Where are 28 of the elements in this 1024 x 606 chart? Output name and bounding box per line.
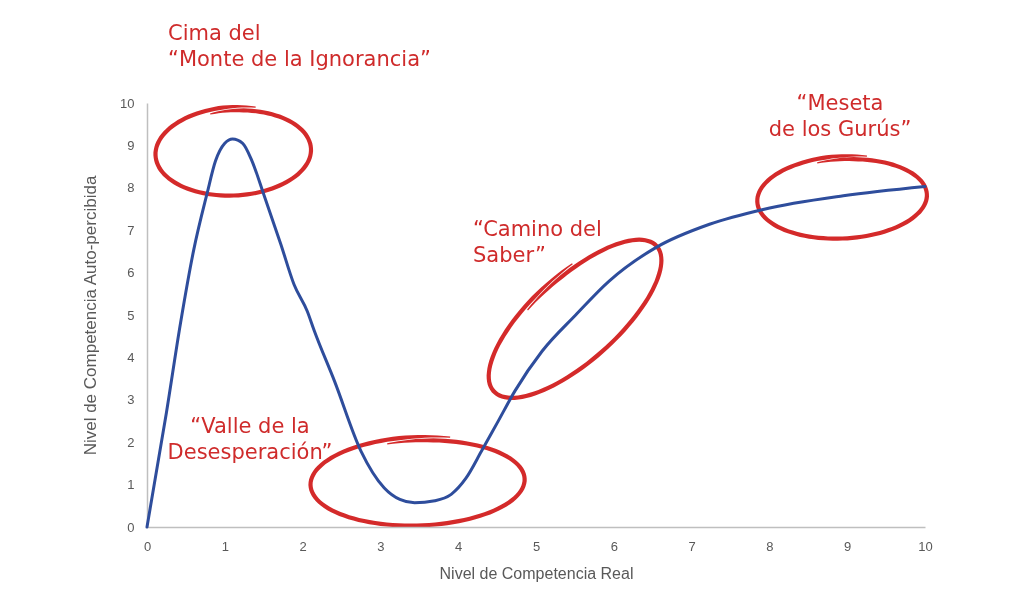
y-tick-label: 8 [127,180,135,196]
annotation: “Valle de la Desesperación” [167,414,333,464]
x-tick-label: 3 [377,538,385,554]
x-tick-label: 5 [532,538,541,554]
text: Cima del “Monte de la Ignorancia” [168,21,431,71]
x-tick-label: 1 [221,538,229,554]
y-tick-label: 2 [127,434,135,450]
y-tick-label: 10 [120,95,135,111]
x-tick-label: 2 [299,538,307,554]
y-tick-label: 5 [127,307,135,323]
annotation: “Meseta de los Gurús” [768,91,912,141]
y-tick-label: 7 [127,222,135,238]
y-tick-label: 6 [127,265,135,281]
y-axis-title: Nivel de Competencia Auto-percibida [81,175,101,456]
y-tick-label: 0 [127,519,135,535]
x-tick-label: 6 [610,538,618,554]
x-tick-label: 7 [688,538,696,554]
y-tick-label: 9 [127,137,135,153]
y-tick-label: 1 [127,477,135,493]
x-tick-label: 10 [918,538,933,554]
x-tick-label: 0 [143,538,152,554]
y-tick-label: 3 [127,392,135,408]
x-tick-label: 8 [766,538,774,554]
annotation: “Camino del Saber” [473,217,602,267]
x-tick-label: 4 [455,538,463,554]
y-tick-label: 4 [127,349,135,365]
x-tick-label: 9 [844,538,852,554]
x-axis-title: Nivel de Competencia Real [439,564,634,582]
